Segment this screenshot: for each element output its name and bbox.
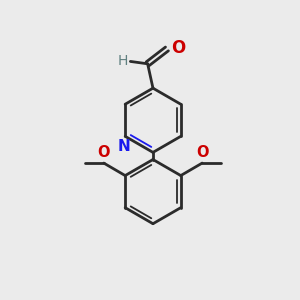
Text: N: N <box>117 139 130 154</box>
Text: O: O <box>97 145 110 160</box>
Text: H: H <box>118 54 128 68</box>
Text: O: O <box>171 39 185 57</box>
Text: O: O <box>196 145 209 160</box>
